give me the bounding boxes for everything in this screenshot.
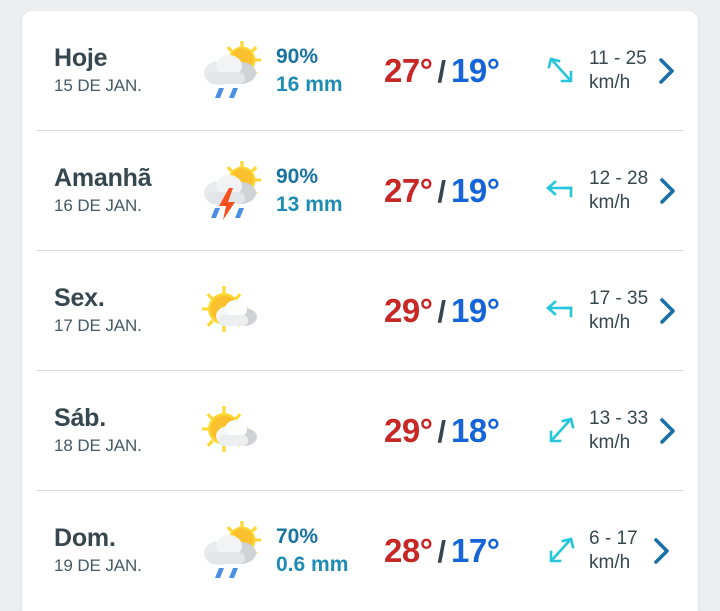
weather-icon-cell [190, 284, 272, 338]
precipitation-cell: 90% 13 mm [272, 163, 384, 220]
row-expand-chevron[interactable] [648, 296, 688, 326]
precip-probability: 90% [276, 44, 319, 68]
wind-text-group: 17 - 35 km/h [589, 287, 648, 336]
precip-probability: 70% [276, 524, 319, 548]
day-name: Sex. [54, 283, 105, 312]
temperature-cell: 27° / 19° [384, 172, 544, 210]
temperature-cell: 29° / 18° [384, 412, 544, 450]
day-date: 15 DE JAN. [54, 75, 142, 95]
wind-text-group: 11 - 25 km/h [589, 47, 647, 96]
wind-cell: 17 - 35 km/h [544, 287, 648, 336]
weather-icon-cell [190, 520, 272, 582]
day-date-group: Sáb. 18 DE JAN. [38, 404, 190, 458]
day-name: Hoje [54, 43, 108, 72]
wind-cell: 12 - 28 km/h [544, 167, 648, 216]
weather-icon-cell [190, 404, 272, 458]
forecast-row-sex[interactable]: Sex. 17 DE JAN. [22, 251, 698, 371]
precipitation-cell: 70% 0.6 mm [272, 523, 384, 580]
arrow-southeast-icon [547, 57, 573, 83]
arrow-west-icon [546, 300, 573, 318]
day-date: 19 DE JAN. [54, 555, 142, 575]
chevron-right-icon [660, 418, 675, 444]
wind-range: 11 - 25 [589, 47, 647, 69]
day-date: 16 DE JAN. [54, 195, 142, 215]
temperature-cell: 29° / 19° [384, 292, 544, 330]
row-expand-chevron[interactable] [642, 536, 682, 566]
wind-range: 17 - 35 [589, 287, 649, 309]
row-expand-chevron[interactable] [648, 416, 688, 446]
chevron-right-icon [658, 58, 674, 84]
forecast-row-hoje[interactable]: Hoje 15 DE JAN. [22, 11, 698, 131]
row-divider [36, 490, 684, 491]
temp-high: 27° [384, 52, 433, 89]
wind-cell: 11 - 25 km/h [544, 47, 647, 96]
temperature-cell: 28° / 17° [384, 532, 544, 570]
day-date: 18 DE JAN. [54, 435, 142, 455]
day-date-group: Sex. 17 DE JAN. [38, 284, 190, 338]
wind-unit: km/h [589, 432, 631, 453]
wind-unit: km/h [589, 312, 631, 333]
temp-high: 28° [384, 532, 433, 569]
forecast-row-amanha[interactable]: Amanhã 16 DE JAN. [22, 131, 698, 251]
temp-low: 17° [451, 532, 500, 569]
day-date: 17 DE JAN. [54, 315, 142, 335]
weather-icon-cell [190, 160, 272, 222]
wind-unit: km/h [589, 552, 631, 573]
row-expand-chevron[interactable] [648, 176, 688, 206]
day-date-group: Amanhã 16 DE JAN. [38, 164, 190, 218]
arrow-west-icon [546, 180, 573, 198]
wind-range: 6 - 17 [589, 527, 638, 549]
chevron-right-icon [660, 298, 675, 324]
sun-behind-cloud-icon [202, 406, 257, 452]
day-date-group: Dom. 19 DE JAN. [38, 524, 190, 578]
temperature-cell: 27° / 19° [384, 52, 544, 90]
sun-behind-rain-cloud-icon [204, 521, 261, 578]
sun-behind-thunderstorm-cloud-icon [204, 161, 261, 220]
wind-text-group: 13 - 33 km/h [589, 407, 648, 456]
row-divider [36, 370, 684, 371]
wind-cell: 6 - 17 km/h [544, 527, 642, 576]
wind-range: 13 - 33 [589, 407, 649, 429]
forecast-row-sab[interactable]: Sáb. 18 DE JAN. [22, 371, 698, 491]
arrow-northwest-icon [549, 417, 575, 443]
wind-unit: km/h [589, 72, 631, 93]
chevron-right-icon [660, 178, 675, 204]
sun-behind-cloud-icon [202, 286, 257, 332]
chevron-right-icon [654, 538, 669, 564]
temp-separator: / [437, 54, 447, 89]
row-expand-chevron[interactable] [647, 56, 687, 86]
temp-separator: / [437, 174, 447, 209]
temp-separator: / [437, 294, 447, 329]
forecast-card: Hoje 15 DE JAN. [22, 11, 698, 611]
wind-unit: km/h [589, 192, 631, 213]
temp-high: 29° [384, 292, 433, 329]
row-divider [36, 250, 684, 251]
precipitation-cell: 90% 16 mm [272, 43, 384, 100]
arrow-northwest-icon [549, 537, 575, 563]
temp-separator: / [437, 534, 447, 569]
wind-cell: 13 - 33 km/h [544, 407, 648, 456]
day-name: Sáb. [54, 403, 106, 432]
forecast-row-dom[interactable]: Dom. 19 DE JAN. [22, 491, 698, 611]
temp-high: 27° [384, 172, 433, 209]
precip-amount: 16 mm [276, 73, 343, 96]
wind-text-group: 6 - 17 km/h [589, 527, 638, 576]
wind-range: 12 - 28 [589, 167, 649, 189]
wind-text-group: 12 - 28 km/h [589, 167, 648, 216]
sun-behind-rain-cloud-icon [204, 41, 261, 98]
precip-probability: 90% [276, 164, 319, 188]
temp-low: 19° [451, 52, 500, 89]
row-divider [36, 130, 684, 131]
day-name: Dom. [54, 523, 116, 552]
precip-amount: 0.6 mm [276, 553, 349, 576]
day-date-group: Hoje 15 DE JAN. [38, 44, 190, 98]
temp-low: 19° [451, 292, 500, 329]
day-name: Amanhã [54, 163, 152, 192]
temp-low: 18° [451, 412, 500, 449]
temp-low: 19° [451, 172, 500, 209]
temp-high: 29° [384, 412, 433, 449]
temp-separator: / [437, 414, 447, 449]
precip-amount: 13 mm [276, 193, 343, 216]
weather-icon-cell [190, 40, 272, 102]
